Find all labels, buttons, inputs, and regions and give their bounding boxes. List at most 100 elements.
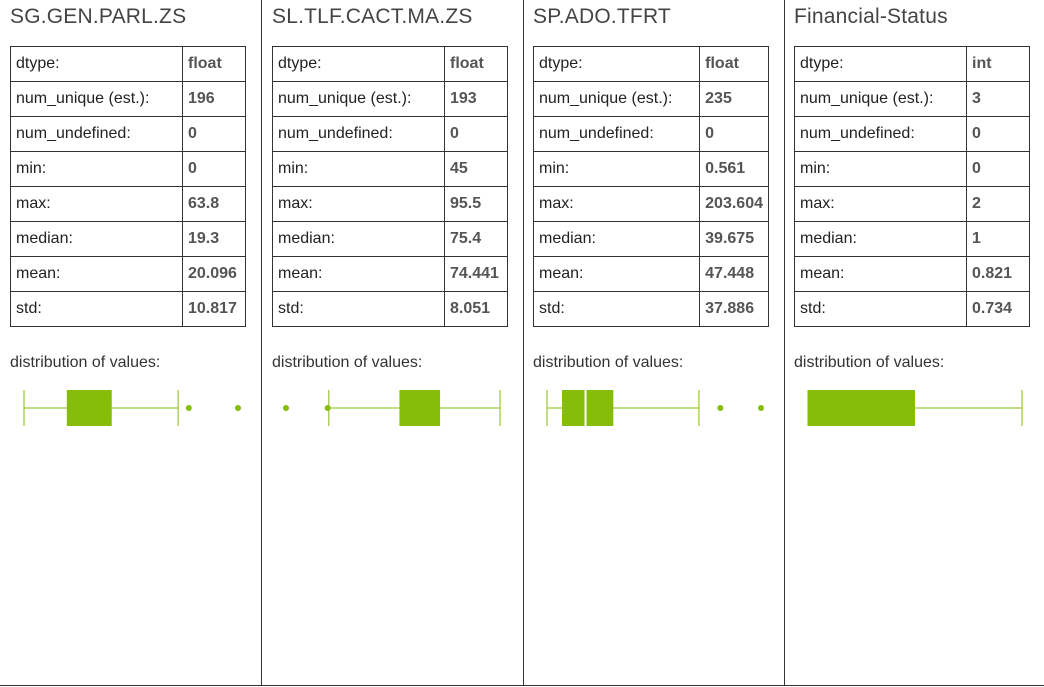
stat-value: 10.817: [182, 291, 246, 327]
stat-value: 8.051: [444, 291, 508, 327]
stat-row-dtype: dtype: float: [532, 46, 769, 82]
stat-label: dtype:: [532, 46, 701, 82]
stat-label: min:: [532, 151, 701, 187]
column-panel: SL.TLF.CACT.MA.ZS dtype: float num_unique …: [262, 0, 524, 686]
column-title: SG.GEN.PARL.ZS: [10, 5, 187, 28]
stat-row-num-unique: num_unique (est.): 193: [272, 81, 508, 117]
distribution-label: distribution of values:: [272, 354, 423, 371]
stat-label: median:: [10, 221, 183, 257]
outlier-point: [283, 405, 289, 411]
stat-label: mean:: [794, 256, 967, 292]
column-title: Financial-Status: [794, 5, 948, 28]
stat-label: dtype:: [794, 46, 967, 82]
stat-row-std: std: 10.817: [10, 291, 246, 327]
column-title: SL.TLF.CACT.MA.ZS: [272, 5, 473, 28]
stat-label: std:: [10, 291, 183, 327]
stat-value: float: [182, 46, 246, 82]
stat-row-median: median: 1: [794, 221, 1030, 257]
boxplot-svg: [283, 390, 501, 426]
stat-value: 0: [182, 151, 246, 187]
outlier-point: [324, 405, 331, 411]
boxplot: [272, 386, 514, 430]
stat-label: max:: [532, 186, 701, 222]
stat-label: median:: [794, 221, 967, 257]
stat-label: min:: [272, 151, 445, 187]
stat-value: 0.561: [699, 151, 769, 187]
stat-label: median:: [532, 221, 701, 257]
stat-row-mean: mean: 47.448: [532, 256, 769, 292]
stat-row-max: max: 203.604: [532, 186, 769, 222]
stat-row-mean: mean: 74.441: [272, 256, 508, 292]
column-panel: SG.GEN.PARL.ZS dtype: float num_unique (es…: [0, 0, 262, 686]
boxplot: [533, 386, 775, 430]
stat-label: dtype:: [10, 46, 183, 82]
stat-row-max: max: 2: [794, 186, 1030, 222]
stat-label: min:: [794, 151, 967, 187]
stat-row-num-undefined: num_undefined: 0: [794, 116, 1030, 152]
stat-label: mean:: [272, 256, 445, 292]
distribution-label: distribution of values:: [794, 354, 945, 371]
stat-row-num-undefined: num_undefined: 0: [532, 116, 769, 152]
stat-label: num_unique (est.):: [794, 81, 967, 117]
stat-value: 37.886: [699, 291, 769, 327]
stat-row-min: min: 0.561: [532, 151, 769, 187]
stat-label: std:: [532, 291, 701, 327]
column-title: SP.ADO.TFRT: [533, 5, 671, 28]
boxplot: [10, 386, 252, 430]
stat-label: std:: [794, 291, 967, 327]
stats-table: dtype: float num_unique (est.): 235 num_unde…: [532, 46, 769, 327]
boxplot: [794, 386, 1036, 430]
stat-value: 0.734: [966, 291, 1030, 327]
stat-row-num-undefined: num_undefined: 0: [272, 116, 508, 152]
stat-row-num-undefined: num_undefined: 0: [10, 116, 246, 152]
stat-row-min: min: 45: [272, 151, 508, 187]
stat-row-median: median: 75.4: [272, 221, 508, 257]
distribution-label: distribution of values:: [10, 354, 161, 371]
stat-label: num_unique (est.):: [272, 81, 445, 117]
stat-row-num-unique: num_unique (est.): 3: [794, 81, 1030, 117]
stat-row-median: median: 39.675: [532, 221, 769, 257]
stat-value: 95.5: [444, 186, 508, 222]
stat-row-std: std: 37.886: [532, 291, 769, 327]
stat-row-dtype: dtype: float: [272, 46, 508, 82]
stat-value: 74.441: [444, 256, 508, 292]
stat-value: 0: [444, 116, 508, 152]
stat-label: mean:: [532, 256, 701, 292]
stat-value: 0: [966, 116, 1030, 152]
stat-value: 20.096: [182, 256, 246, 292]
stat-value: 39.675: [699, 221, 769, 257]
stat-row-min: min: 0: [10, 151, 246, 187]
stat-value: 2: [966, 186, 1030, 222]
stat-value: 0: [966, 151, 1030, 187]
stats-table: dtype: float num_unique (est.): 196 num_unde…: [10, 46, 246, 327]
outlier-point: [235, 405, 241, 411]
stat-value: 47.448: [699, 256, 769, 292]
outlier-point: [758, 405, 764, 411]
stats-table: dtype: int num_unique (est.): 3 num_undefine…: [794, 46, 1030, 327]
stat-label: mean:: [10, 256, 183, 292]
stat-value: 75.4: [444, 221, 508, 257]
stat-row-max: max: 63.8: [10, 186, 246, 222]
stat-value: 193: [444, 81, 508, 117]
stat-value: 3: [966, 81, 1030, 117]
stat-label: dtype:: [272, 46, 445, 82]
stat-label: num_unique (est.):: [10, 81, 183, 117]
stat-row-num-unique: num_unique (est.): 196: [10, 81, 246, 117]
iqr-box: [66, 390, 112, 426]
stat-row-max: max: 95.5: [272, 186, 508, 222]
boxplot-svg: [23, 390, 241, 426]
stat-row-dtype: dtype: float: [10, 46, 246, 82]
outlier-point: [185, 405, 192, 411]
stat-value: float: [699, 46, 769, 82]
stat-value: 1: [966, 221, 1030, 257]
stat-value: 0: [182, 116, 246, 152]
stat-label: num_unique (est.):: [532, 81, 701, 117]
stat-value: 235: [699, 81, 769, 117]
stat-label: median:: [272, 221, 445, 257]
boxplot-svg: [546, 390, 764, 426]
stat-value: 196: [182, 81, 246, 117]
stat-value: 45: [444, 151, 508, 187]
iqr-box: [399, 390, 441, 426]
column-panel: SP.ADO.TFRT dtype: float num_unique (est.)…: [523, 0, 785, 686]
stat-value: 0.821: [966, 256, 1030, 292]
